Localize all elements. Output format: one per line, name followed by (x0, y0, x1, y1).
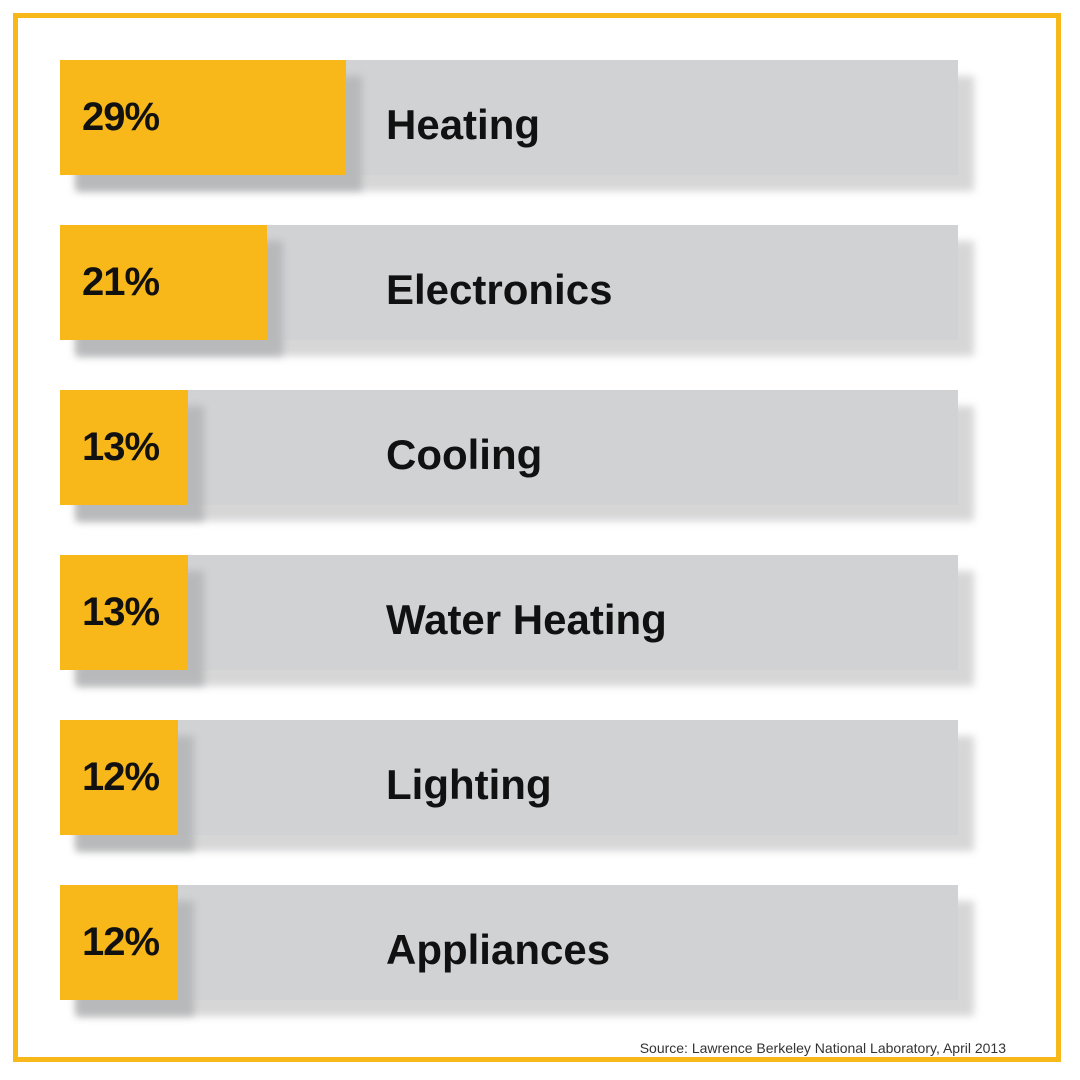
bar-category-label: Appliances (386, 926, 611, 973)
bar-chart: 29% Heating 21% Electronics 13% Cooling 13% Wat… (60, 60, 980, 1050)
bar-track: 13% Water Heating (60, 555, 958, 686)
bar-track: 13% Cooling (60, 390, 958, 521)
bar-category-label: Water Heating (386, 596, 667, 643)
bar-category-label: Heating (386, 101, 541, 148)
bar-row: 13% Water Heating (60, 555, 974, 686)
bar-value-label: 12% (82, 755, 160, 799)
bar-row: 21% Electronics (60, 225, 974, 356)
bar-row: 29% Heating (60, 60, 974, 191)
bar-track: 29% Heating (60, 60, 958, 191)
bar-fill (60, 555, 188, 670)
bar-track: 21% Electronics (60, 225, 958, 356)
bar-category-label: Lighting (386, 761, 552, 808)
source-note: Source: Lawrence Berkeley National Labor… (639, 1040, 1006, 1056)
bar-fill (60, 60, 346, 175)
bar-value-label: 21% (82, 260, 160, 304)
bar-track: 12% Appliances (60, 885, 958, 1016)
bar-fill (60, 720, 178, 835)
bar-row: 12% Appliances (60, 885, 974, 1016)
bar-fill (60, 225, 267, 340)
chart-frame (13, 13, 1061, 1062)
bar-fill (60, 390, 188, 505)
bar-category-label: Electronics (386, 266, 613, 313)
bar-row: 12% Lighting (60, 720, 974, 851)
bar-value-label: 13% (82, 425, 160, 469)
bar-value-label: 13% (82, 590, 160, 634)
bar-row: 13% Cooling (60, 390, 974, 521)
bar-value-label: 29% (82, 95, 160, 139)
bar-value-label: 12% (82, 920, 160, 964)
bar-category-label: Cooling (386, 431, 543, 478)
bar-fill (60, 885, 178, 1000)
bar-track: 12% Lighting (60, 720, 958, 851)
